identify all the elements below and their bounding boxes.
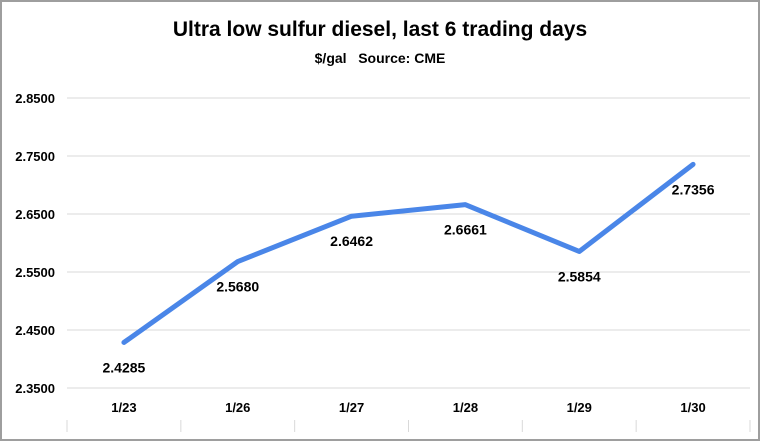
point-label: 2.5680	[216, 279, 259, 295]
point-label: 2.4285	[103, 359, 146, 375]
x-axis-tick-label: 1/23	[111, 400, 136, 415]
x-axis-tick-label: 1/30	[680, 400, 705, 415]
line-chart: 2.3500 2.4500 2.5500 2.6500 2.7500 2.8500 1/23…	[15, 91, 751, 432]
point-label: 2.6661	[444, 222, 487, 238]
x-axis-tick-label: 1/26	[225, 400, 250, 415]
y-axis-tick-label: 2.7500	[15, 149, 55, 164]
y-axis-tick-label: 2.3500	[15, 381, 55, 396]
y-axis-tick-label: 2.6500	[15, 207, 55, 222]
y-axis-tick-label: 2.5500	[15, 265, 55, 280]
point-label: 2.5854	[558, 268, 601, 284]
x-axis-tick-label: 1/29	[567, 400, 592, 415]
point-label: 2.7356	[672, 181, 715, 197]
x-axis-tick-label: 1/27	[339, 400, 364, 415]
chart-subtitle: $/gal Source: CME	[314, 50, 446, 66]
chart-title: Ultra low sulfur diesel, last 6 trading …	[172, 18, 588, 41]
series-line	[121, 161, 696, 345]
point-label: 2.6462	[330, 233, 373, 249]
x-axis-tick-label: 1/28	[453, 400, 478, 415]
y-axis-tick-label: 2.4500	[15, 323, 55, 338]
y-axis-tick-label: 2.8500	[15, 91, 55, 106]
